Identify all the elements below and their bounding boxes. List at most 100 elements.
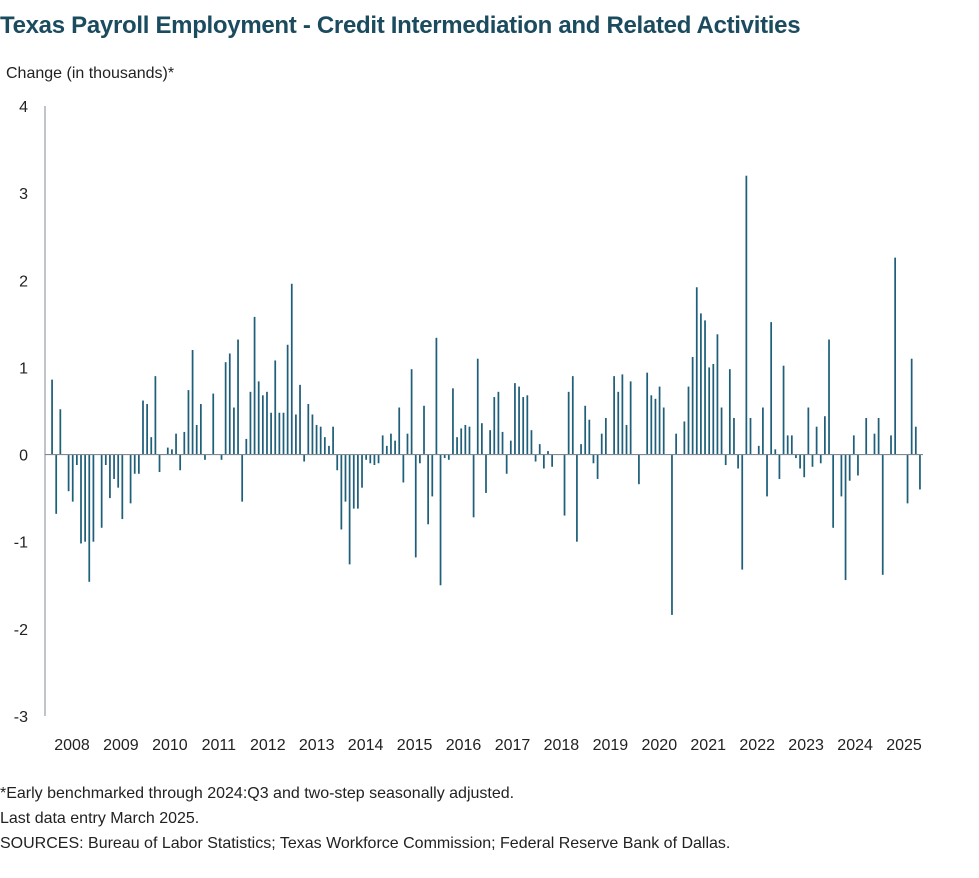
bar — [109, 454, 111, 499]
bar — [204, 454, 206, 460]
bar — [910, 358, 913, 455]
bar — [472, 454, 475, 518]
bar — [158, 454, 161, 472]
bar — [733, 417, 735, 455]
bar — [749, 417, 752, 455]
bar — [881, 454, 884, 575]
y-tick-label: 4 — [19, 99, 28, 116]
bar — [245, 438, 248, 455]
bar — [406, 433, 409, 455]
bar — [257, 381, 260, 455]
bar — [179, 454, 182, 471]
chart-title: Texas Payroll Employment - Credit Interm… — [0, 12, 801, 39]
bar — [319, 426, 322, 455]
bar — [113, 454, 115, 479]
x-tick-label: 2016 — [446, 737, 482, 754]
y-tick-labels: 4 3 2 1 0 -1 -2 -3 — [14, 99, 28, 726]
bar — [352, 454, 355, 509]
bar — [336, 454, 339, 471]
bar — [427, 454, 430, 525]
bar — [724, 454, 727, 466]
bar — [233, 407, 235, 455]
bar — [439, 454, 442, 586]
bar — [237, 339, 239, 455]
bar — [551, 454, 553, 467]
bar — [67, 454, 70, 492]
bar — [848, 454, 851, 481]
y-tick-label: 2 — [19, 273, 28, 290]
bar — [815, 426, 818, 455]
footnote-last-entry: Last data entry March 2025. — [0, 810, 200, 827]
bar — [518, 386, 520, 455]
bar — [629, 381, 632, 455]
bar — [786, 435, 789, 455]
y-tick-label: 1 — [19, 360, 28, 377]
bar — [414, 454, 417, 558]
bar — [865, 417, 868, 455]
bar — [282, 412, 285, 455]
x-tick-labels: 2008 2009 2010 2011 2012 2013 2014 2015 2016 2017… — [54, 737, 922, 754]
bar — [807, 407, 810, 455]
bar — [782, 365, 785, 455]
bar — [402, 454, 405, 483]
footnote-benchmark: *Early benchmarked through 2024:Q3 and t… — [0, 785, 515, 802]
bar — [600, 433, 603, 455]
bar-chart: 4 3 2 1 0 -1 -2 -3 2008 2009 2010 2011 2012 2013 2014… — [14, 99, 923, 754]
bar — [567, 391, 570, 455]
bar — [824, 416, 826, 455]
bar — [431, 454, 434, 497]
y-tick-label: 3 — [19, 186, 28, 203]
bar — [704, 320, 706, 455]
x-tick-label: 2010 — [152, 737, 188, 754]
bar — [274, 360, 277, 455]
bar — [104, 454, 107, 466]
bar — [75, 454, 78, 466]
bar — [447, 454, 450, 460]
bar — [315, 424, 318, 455]
bar — [683, 421, 686, 455]
bar — [365, 454, 368, 460]
bar — [340, 454, 343, 530]
bar — [481, 423, 483, 455]
bar — [278, 412, 281, 455]
x-tick-label: 2022 — [739, 737, 775, 754]
bar — [51, 379, 53, 455]
bar — [646, 372, 649, 455]
bar — [700, 313, 702, 455]
bar — [671, 454, 673, 615]
bar — [737, 454, 739, 469]
bar — [757, 445, 760, 455]
bar — [175, 433, 177, 455]
bar — [766, 454, 768, 497]
bar — [212, 393, 215, 455]
x-tick-label: 2024 — [837, 737, 873, 754]
bar — [307, 404, 310, 455]
x-tick-label: 2020 — [642, 737, 678, 754]
x-tick-label: 2012 — [250, 737, 286, 754]
bar — [774, 449, 777, 455]
bar — [261, 395, 264, 455]
x-tick-label: 2017 — [495, 737, 531, 754]
bar — [708, 367, 711, 455]
bar — [133, 454, 136, 474]
x-tick-label: 2011 — [202, 737, 237, 754]
bar — [328, 445, 330, 455]
bar — [286, 344, 289, 455]
bar — [509, 440, 512, 455]
y-tick-label: 0 — [19, 448, 28, 465]
x-tick-label: 2025 — [886, 737, 922, 754]
bar — [819, 454, 822, 464]
bar — [419, 454, 421, 464]
bar — [191, 350, 194, 455]
bar — [299, 384, 301, 455]
bar — [542, 454, 545, 469]
bar — [625, 424, 628, 455]
footnotes: *Early benchmarked through 2024:Q3 and t… — [0, 781, 730, 856]
bar — [803, 454, 806, 478]
bar — [576, 454, 578, 542]
bar — [638, 454, 640, 485]
bar — [456, 437, 458, 455]
x-tick-label: 2018 — [544, 737, 580, 754]
bar — [695, 287, 698, 455]
x-tick-label: 2008 — [54, 737, 90, 754]
